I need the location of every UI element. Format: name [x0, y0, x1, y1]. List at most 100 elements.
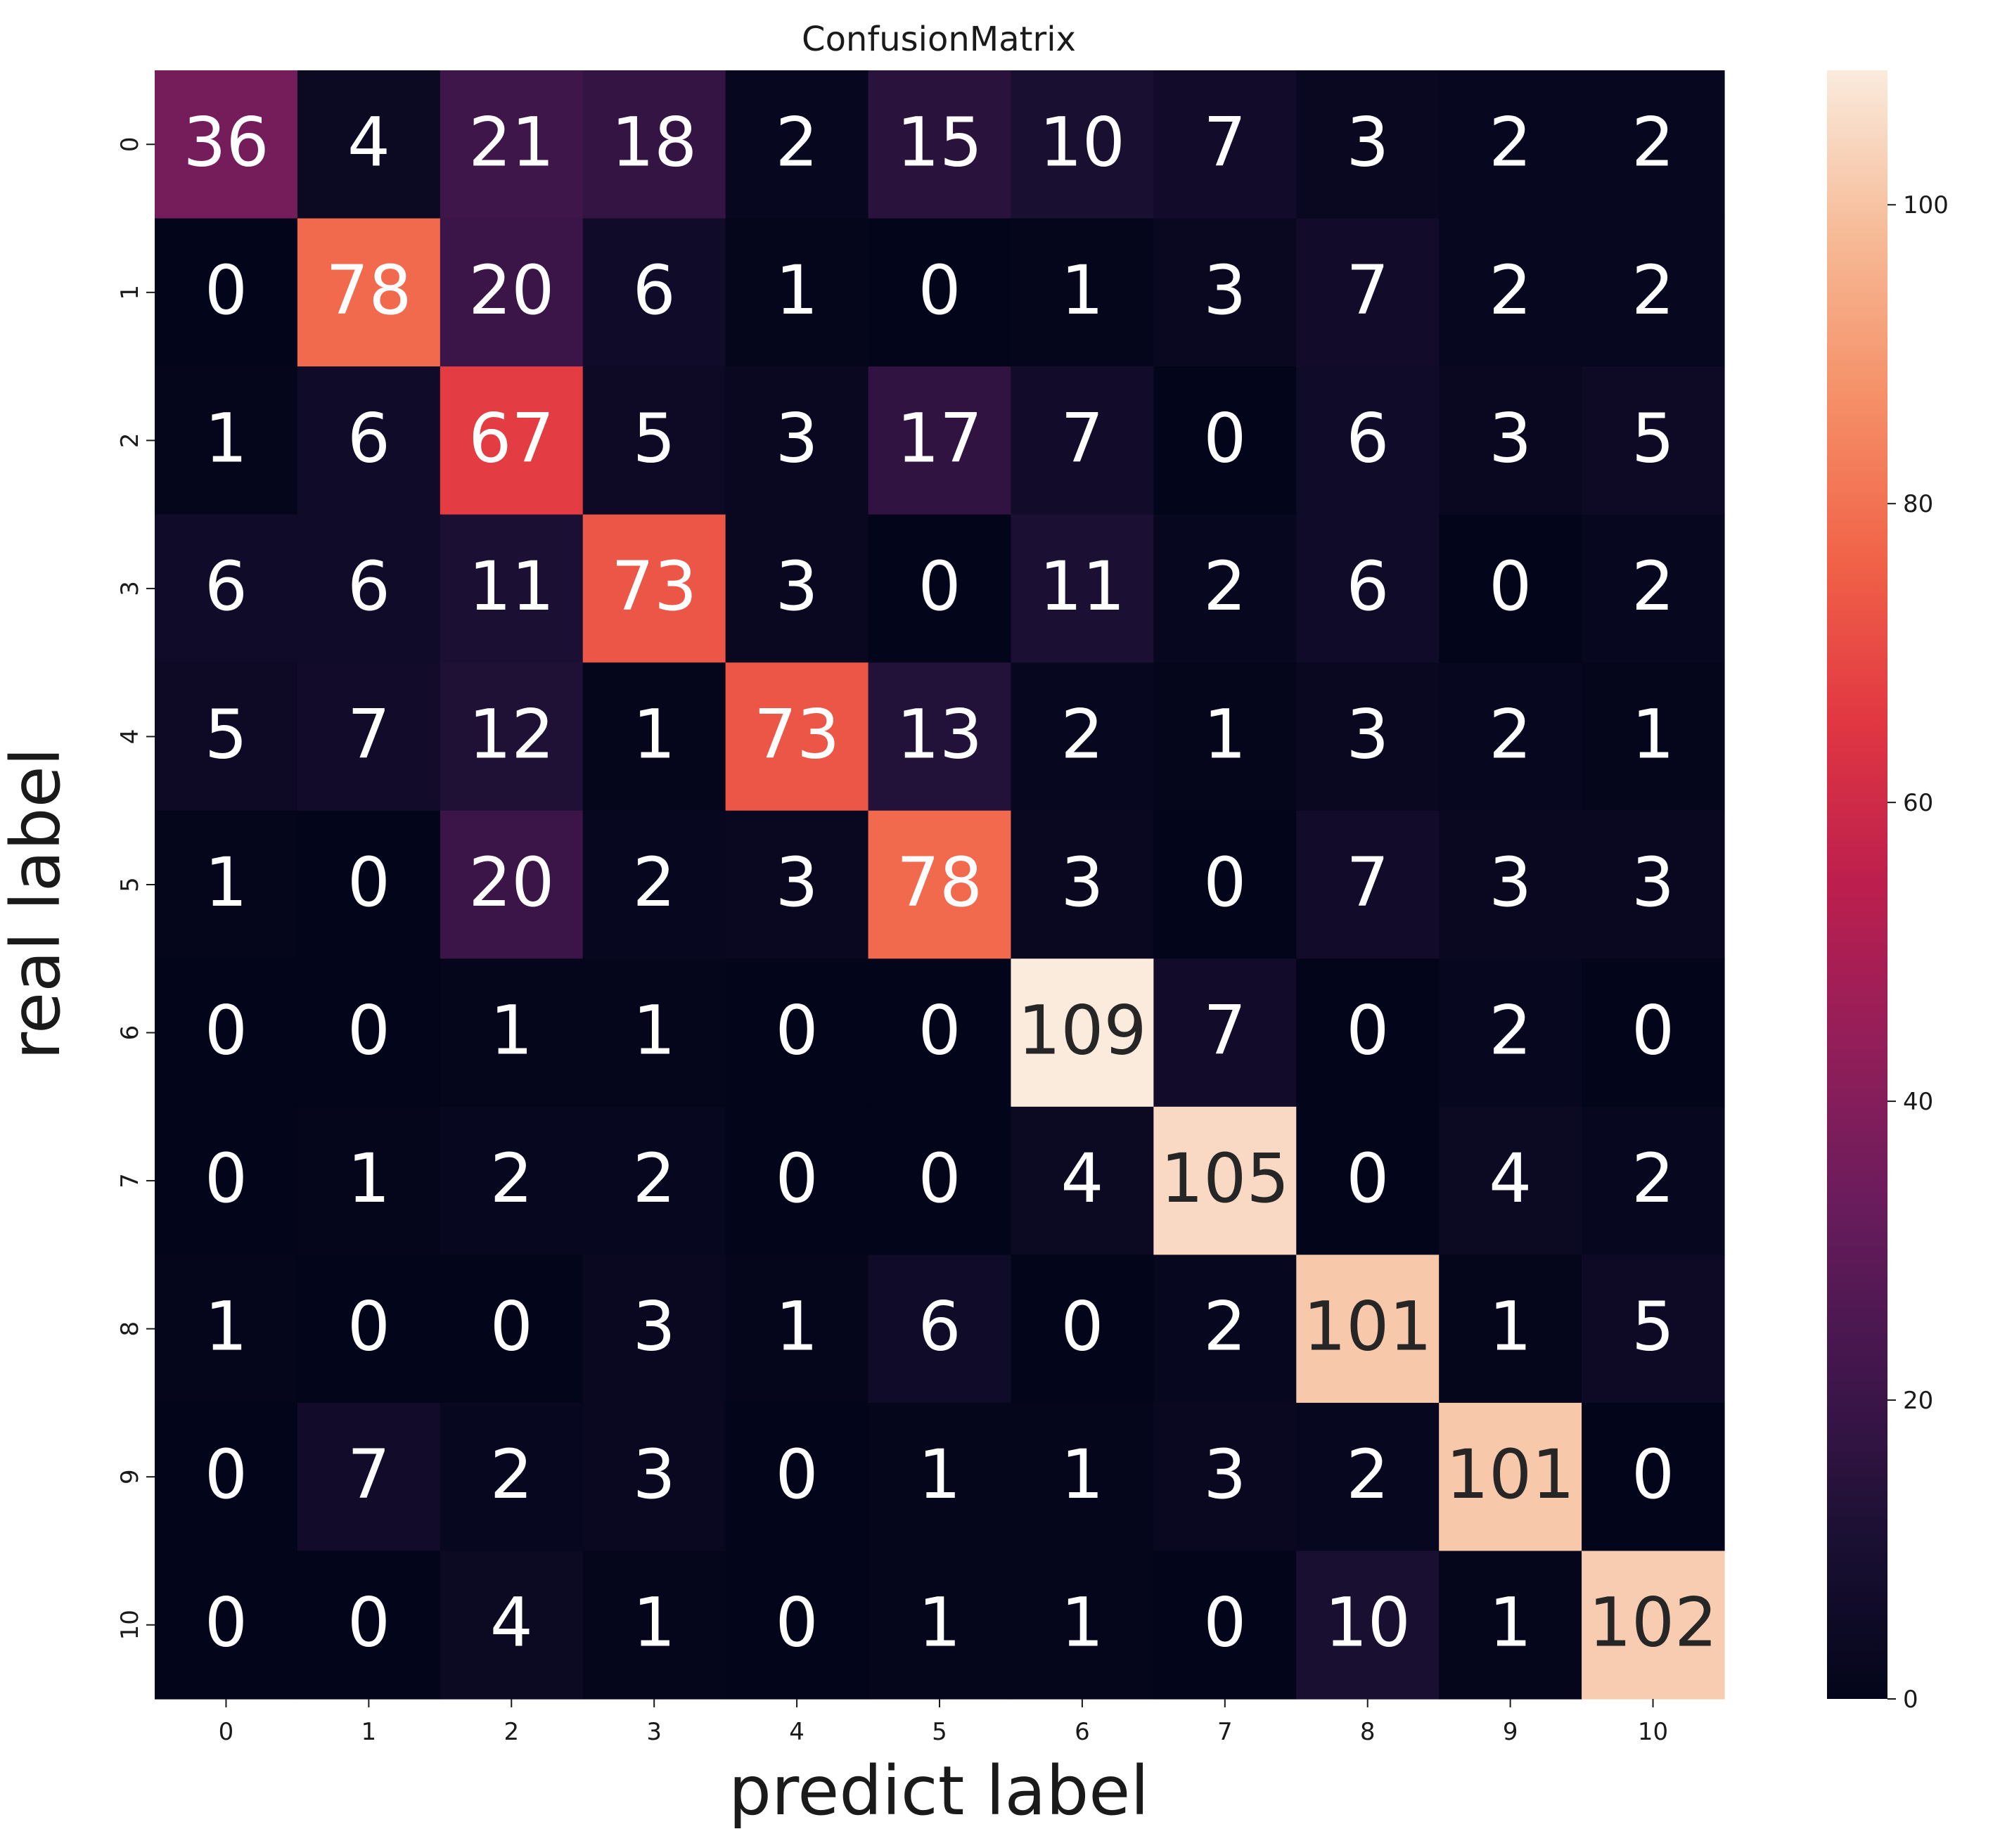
y-axis-label: real label [0, 747, 75, 1060]
cell-value-label: 10 [1039, 103, 1125, 181]
cell-value-label: 20 [468, 251, 554, 330]
colorbar [1827, 70, 1887, 1699]
heatmap-cell [725, 810, 869, 959]
cell-value-label: 0 [776, 1139, 819, 1218]
heatmap-cell [297, 514, 441, 663]
cell-value-label: 1 [1060, 251, 1103, 330]
x-tick-label: 1 [361, 1718, 377, 1746]
cell-value-label: 0 [205, 992, 248, 1070]
heatmap-cell [297, 218, 441, 367]
colorbar-tick-label: 20 [1903, 1387, 1933, 1415]
heatmap-cell [1296, 218, 1440, 367]
heatmap-cell [297, 366, 441, 515]
cell-value-label: 1 [205, 399, 248, 477]
heatmap-cell [868, 1106, 1012, 1255]
heatmap-cell [1153, 70, 1297, 219]
y-tick-label: 6 [116, 1025, 144, 1041]
cell-value-label: 3 [776, 843, 819, 922]
cell-value-label: 2 [1346, 1435, 1389, 1514]
cell-value-label: 0 [918, 1139, 961, 1218]
heatmap-cell [868, 514, 1012, 663]
cell-value-label: 4 [347, 103, 390, 181]
cell-value-label: 1 [1489, 1288, 1532, 1366]
heatmap-cell [725, 1551, 869, 1700]
cell-value-label: 7 [1346, 251, 1389, 330]
heatmap-cell [1153, 366, 1297, 515]
cell-value-label: 0 [205, 251, 248, 330]
cell-value-label: 0 [347, 1584, 390, 1662]
heatmap-cell [725, 218, 869, 367]
heatmap-cell [440, 218, 584, 367]
cell-value-label: 5 [1632, 399, 1674, 477]
heatmap-cell [155, 514, 298, 663]
cell-value-label: 1 [918, 1435, 961, 1514]
heatmap-cell [1296, 70, 1440, 219]
heatmap-cell [582, 514, 726, 663]
heatmap-cell [155, 958, 298, 1108]
heatmap-cell [1582, 810, 1725, 959]
cell-value-label: 0 [490, 1288, 533, 1366]
cell-value-label: 6 [1346, 547, 1389, 626]
cell-value-label: 67 [468, 399, 554, 477]
heatmap-cell [725, 1402, 869, 1552]
heatmap-cell [1011, 366, 1154, 515]
heatmap-cell [1439, 1255, 1582, 1404]
heatmap-cell [440, 810, 584, 959]
heatmap-cell [1582, 1402, 1725, 1552]
colorbar-tick-label: 60 [1903, 789, 1933, 817]
heatmap-cell [1439, 70, 1582, 219]
cell-value-label: 0 [205, 1139, 248, 1218]
cell-value-label: 6 [633, 251, 676, 330]
cell-value-label: 0 [347, 992, 390, 1070]
heatmap-cell [1011, 1402, 1154, 1552]
cell-value-label: 0 [205, 1435, 248, 1514]
cell-value-label: 0 [1632, 992, 1674, 1070]
cell-value-label: 6 [347, 399, 390, 477]
cell-value-label: 0 [918, 251, 961, 330]
heatmap-cell [582, 218, 726, 367]
cell-value-label: 1 [1203, 695, 1246, 774]
heatmap-cell [155, 1402, 298, 1552]
cell-value-label: 7 [1346, 843, 1389, 922]
heatmap-cell [1011, 810, 1154, 959]
cell-value-label: 2 [1632, 1139, 1674, 1218]
heatmap-cell [155, 218, 298, 367]
heatmap-cell [1011, 218, 1154, 367]
cell-value-label: 10 [1325, 1584, 1411, 1662]
cell-value-label: 21 [468, 103, 554, 181]
heatmap-cell [440, 662, 584, 811]
heatmap-cell [1439, 1106, 1582, 1255]
x-tick-label: 8 [1360, 1718, 1376, 1746]
heatmap-cell [1296, 1402, 1440, 1552]
heatmap-cell [1011, 958, 1154, 1108]
heatmap-cell [1153, 1106, 1297, 1255]
heatmap-cell [1153, 810, 1297, 959]
cell-value-label: 0 [1489, 547, 1532, 626]
x-axis-ticks: 0 1 2 3 4 5 6 7 8 9 10 [219, 1699, 1668, 1746]
cell-value-label: 13 [897, 695, 982, 774]
heatmap-cell [1439, 1551, 1582, 1700]
cell-value-label: 109 [1018, 992, 1146, 1070]
cell-value-label: 6 [1346, 399, 1389, 477]
heatmap-cell [1582, 70, 1725, 219]
heatmap-cell [582, 1402, 726, 1552]
cell-value-label: 7 [1203, 992, 1246, 1070]
heatmap-cell [725, 1106, 869, 1255]
cell-value-label: 102 [1589, 1584, 1717, 1662]
cell-value-label: 3 [1489, 843, 1532, 922]
cell-value-label: 0 [1203, 399, 1246, 477]
cell-value-label: 2 [1632, 547, 1674, 626]
heatmap-cell [440, 1551, 584, 1700]
y-tick-label: 9 [116, 1469, 144, 1484]
y-tick-label: 1 [116, 285, 144, 300]
cell-value-label: 2 [1489, 103, 1532, 181]
heatmap-cell [1011, 662, 1154, 811]
x-tick-label: 4 [789, 1718, 805, 1746]
heatmap-cell [868, 218, 1012, 367]
heatmap-cell [868, 958, 1012, 1108]
heatmap-cell [868, 1255, 1012, 1404]
cell-value-label: 0 [918, 547, 961, 626]
cell-value-label: 2 [1060, 695, 1103, 774]
heatmap-cell [868, 810, 1012, 959]
colorbar-tick-label: 0 [1903, 1686, 1918, 1714]
